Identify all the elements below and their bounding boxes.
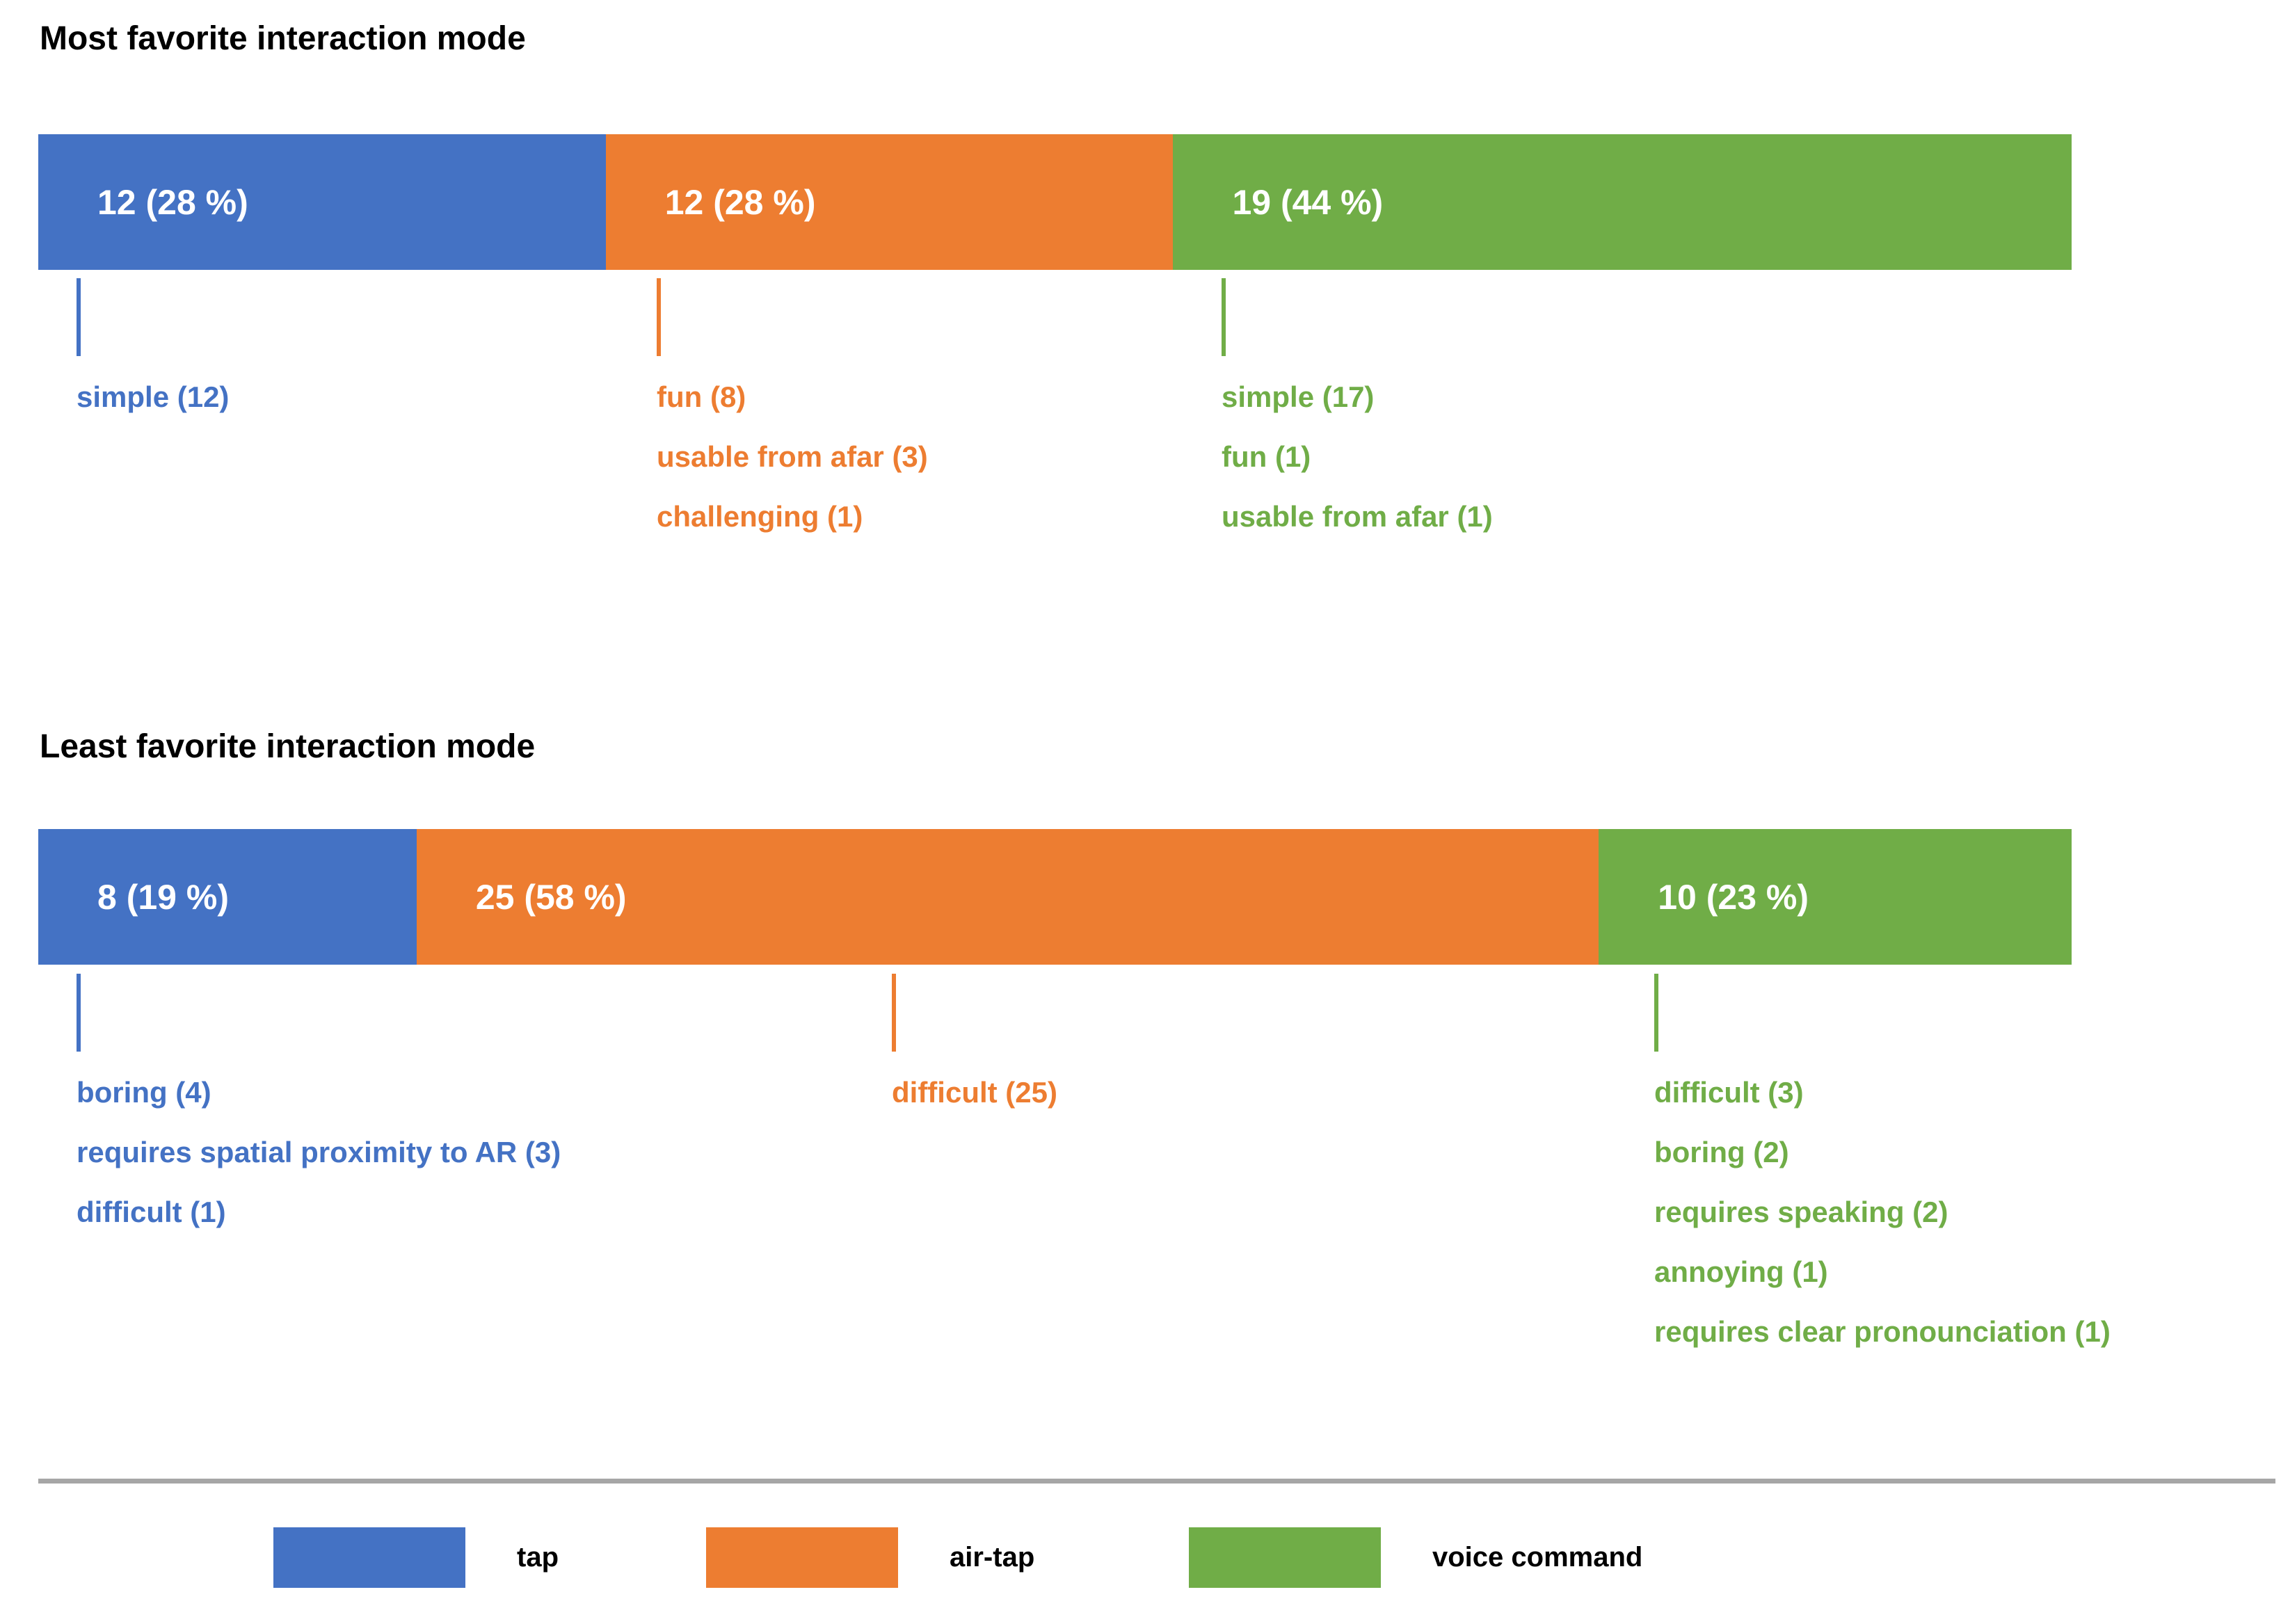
chart1-voice-annotation-line: usable from afar (1) (1222, 500, 1493, 533)
divider-line (38, 1479, 2275, 1484)
chart2-voice-annotation-line: difficult (3) (1654, 1076, 1804, 1109)
chart1-segment-tap: 12 (28 %) (38, 134, 606, 270)
chart2-segment-tap-label: 8 (19 %) (97, 877, 229, 917)
chart1-title: Most favorite interaction mode (40, 20, 526, 57)
legend-label-voice: voice command (1432, 1542, 1643, 1573)
chart1-airtap-annotation-line: usable from afar (3) (657, 440, 928, 473)
legend-item-voice: voice command (1189, 1527, 1642, 1588)
chart1-airtap-annotation-line: fun (8) (657, 380, 746, 413)
chart2-segment-voice: 10 (23 %) (1599, 829, 2072, 965)
chart2-airtap-annotation-line: difficult (25) (892, 1076, 1057, 1109)
chart2-segment-tap: 8 (19 %) (38, 829, 417, 965)
chart1-voice-tick-mark (1222, 278, 1226, 356)
chart2-tap-annotation-line: difficult (1) (77, 1196, 226, 1228)
chart2-tap-annotation-line: requires spatial proximity to AR (3) (77, 1136, 561, 1168)
chart1-segment-airtap-label: 12 (28 %) (664, 182, 816, 222)
legend-swatch-voice (1189, 1527, 1381, 1588)
legend-item-tap: tap (273, 1527, 559, 1588)
chart1-airtap-annotation-line: challenging (1) (657, 500, 863, 533)
chart1-stacked-bar: 12 (28 %) 12 (28 %) 19 (44 %) (38, 134, 2072, 270)
chart2-voice-annotation-line: requires speaking (2) (1654, 1196, 1948, 1228)
chart2-tap-annotation-line: boring (4) (77, 1076, 211, 1109)
chart1-annotation-airtap: fun (8) usable from afar (3) challenging… (657, 278, 928, 547)
chart1-segment-airtap: 12 (28 %) (605, 134, 1174, 270)
chart2-voice-annotation-line: requires clear pronounciation (1) (1654, 1315, 2111, 1348)
legend-label-airtap: air-tap (950, 1542, 1035, 1573)
chart1-airtap-tick-mark (657, 278, 661, 356)
legend-swatch-airtap (706, 1527, 898, 1588)
chart2-stacked-bar: 8 (19 %) 25 (58 %) 10 (23 %) (38, 829, 2072, 965)
chart2-segment-airtap: 25 (58 %) (416, 829, 1599, 965)
chart2-airtap-tick-mark (892, 974, 896, 1052)
chart2-voice-annotation-line: boring (2) (1654, 1136, 1789, 1168)
chart1-segment-tap-label: 12 (28 %) (97, 182, 248, 222)
chart2-annotation-tap: boring (4) requires spatial proximity to… (77, 974, 561, 1242)
legend-swatch-tap (273, 1527, 465, 1588)
chart1-tap-annotation-line: simple (12) (77, 380, 230, 413)
chart2-voice-annotation-line: annoying (1) (1654, 1255, 1828, 1288)
chart2-segment-airtap-label: 25 (58 %) (475, 877, 627, 917)
chart2-tap-tick-mark (77, 974, 81, 1052)
chart2-segment-voice-label: 10 (23 %) (1658, 877, 1809, 917)
chart1-annotation-tap: simple (12) (77, 278, 229, 427)
chart1-voice-annotation-line: simple (17) (1222, 380, 1375, 413)
chart1-annotation-voice: simple (17) fun (1) usable from afar (1) (1222, 278, 1493, 547)
legend-item-airtap: air-tap (706, 1527, 1034, 1588)
chart1-segment-voice-label: 19 (44 %) (1232, 182, 1384, 222)
chart2-annotation-voice: difficult (3) boring (2) requires speaki… (1654, 974, 2111, 1362)
chart1-voice-annotation-line: fun (1) (1222, 440, 1311, 473)
chart2-voice-tick-mark (1654, 974, 1658, 1052)
chart2-title: Least favorite interaction mode (40, 728, 536, 765)
chart1-tap-tick-mark (77, 278, 81, 356)
chart1-segment-voice: 19 (44 %) (1173, 134, 2072, 270)
chart2-annotation-airtap: difficult (25) (892, 974, 1057, 1123)
legend-label-tap: tap (517, 1542, 559, 1573)
